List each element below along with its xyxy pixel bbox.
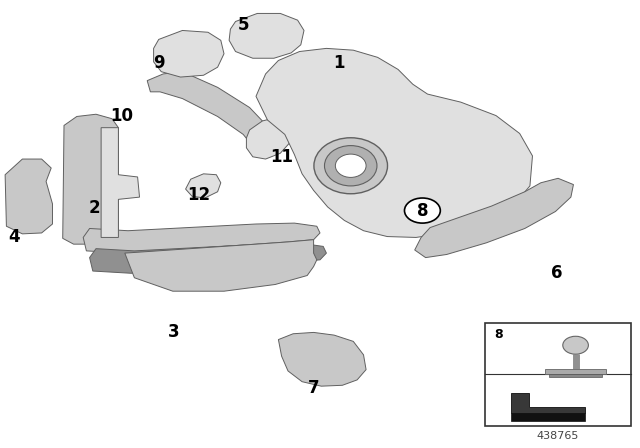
Polygon shape: [5, 159, 52, 234]
Polygon shape: [278, 332, 366, 386]
Text: 3: 3: [168, 323, 180, 340]
Polygon shape: [256, 48, 532, 237]
Text: 11: 11: [270, 148, 293, 166]
Polygon shape: [90, 243, 326, 273]
Polygon shape: [101, 128, 140, 237]
Polygon shape: [246, 117, 294, 159]
Ellipse shape: [335, 154, 366, 177]
Text: 438765: 438765: [537, 431, 579, 441]
Text: 8: 8: [417, 202, 428, 220]
Polygon shape: [154, 30, 224, 77]
Circle shape: [563, 336, 588, 354]
Text: 2: 2: [89, 199, 100, 217]
Polygon shape: [415, 178, 573, 258]
Polygon shape: [548, 374, 602, 378]
Polygon shape: [545, 369, 606, 374]
Circle shape: [404, 198, 440, 223]
Text: 5: 5: [237, 16, 249, 34]
Ellipse shape: [324, 146, 377, 186]
Text: 4: 4: [8, 228, 20, 246]
Polygon shape: [186, 174, 221, 198]
Polygon shape: [125, 240, 317, 291]
Ellipse shape: [314, 138, 388, 194]
Polygon shape: [229, 13, 304, 58]
Text: 8: 8: [495, 328, 503, 341]
Text: 9: 9: [153, 54, 164, 72]
Text: 1: 1: [333, 54, 345, 72]
Polygon shape: [147, 72, 275, 152]
Polygon shape: [511, 393, 585, 413]
FancyBboxPatch shape: [485, 323, 631, 426]
Polygon shape: [63, 114, 118, 244]
Text: 6: 6: [551, 264, 563, 282]
Polygon shape: [83, 223, 320, 253]
Text: 7: 7: [308, 379, 319, 396]
Text: 12: 12: [187, 186, 210, 204]
Polygon shape: [511, 413, 585, 421]
Text: 10: 10: [110, 108, 133, 125]
